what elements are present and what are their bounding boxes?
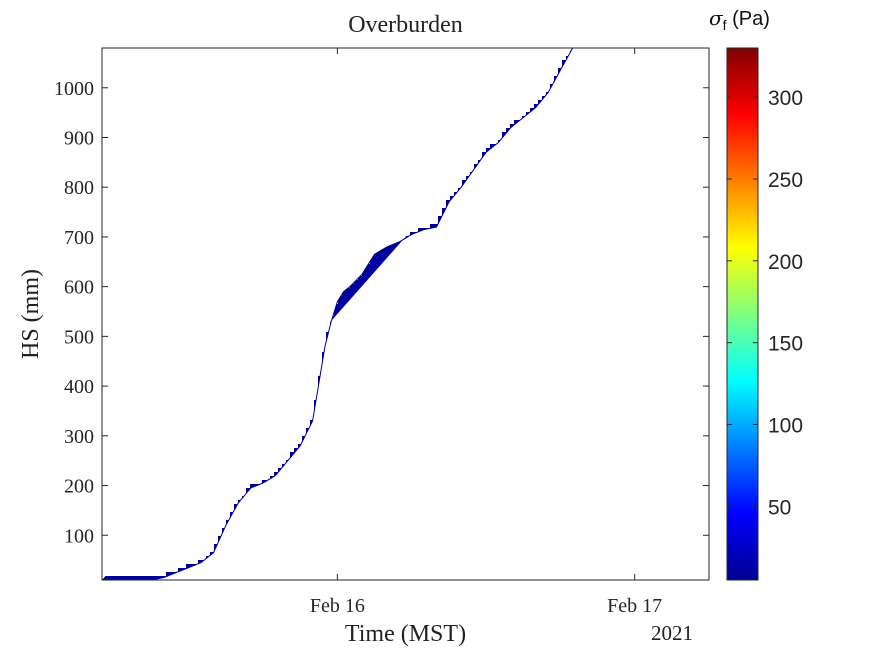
- heatmap-cell: [430, 224, 435, 229]
- heatmap-cell: [354, 284, 359, 289]
- heatmap-cell: [362, 276, 367, 281]
- heatmap-cell: [102, 576, 107, 580]
- heatmap-cell: [354, 280, 359, 285]
- heatmap-cell: [370, 260, 375, 265]
- heatmap-cell: [334, 312, 339, 317]
- heatmap-cell: [394, 244, 399, 249]
- heatmap-cell: [350, 292, 355, 297]
- heatmap-cell: [378, 252, 383, 257]
- heatmap-cell: [386, 248, 391, 253]
- heatmap-cell: [122, 576, 127, 580]
- heatmap-cell: [342, 296, 347, 301]
- heatmap-cell: [374, 256, 379, 261]
- heatmap-cell: [338, 296, 343, 301]
- heatmap-cell: [142, 576, 147, 580]
- heatmap-cell: [490, 144, 495, 149]
- heatmap-cell: [358, 276, 363, 281]
- heatmap-cell: [374, 252, 379, 257]
- heatmap-cell: [362, 280, 367, 285]
- heatmap-cell: [386, 252, 391, 257]
- heatmap-cell: [138, 576, 143, 580]
- heatmap-cell: [390, 248, 395, 253]
- heatmap-cell: [338, 300, 343, 305]
- plot-area: [102, 48, 709, 580]
- heatmap-cell: [366, 272, 371, 277]
- heatmap-cell: [378, 260, 383, 265]
- heatmap-cell: [350, 284, 355, 289]
- heatmap-cell: [382, 252, 387, 257]
- heatmap-cell: [346, 292, 351, 297]
- heatmap-cell: [366, 268, 371, 273]
- heatmap-cell: [374, 260, 379, 265]
- heatmap-cell: [442, 208, 447, 213]
- heatmap-cell: [346, 288, 351, 293]
- heatmap-cell: [370, 264, 375, 269]
- heatmap-cell: [130, 576, 135, 580]
- heatmap-cell: [250, 484, 255, 489]
- heatmap-cell: [110, 576, 115, 580]
- heatmap-cell: [374, 264, 379, 269]
- heatmap-cell: [362, 272, 367, 277]
- heatmap-cell: [126, 576, 131, 580]
- heatmap-cell: [370, 268, 375, 273]
- heatmap-cell: [358, 280, 363, 285]
- heatmap-cell: [198, 560, 203, 565]
- heatmap-cell: [390, 244, 395, 249]
- heatmap-cell: [342, 292, 347, 297]
- heatmap-cell: [118, 576, 123, 580]
- heatmap-cell: [358, 284, 363, 289]
- heatmap-cell: [334, 308, 339, 313]
- heatmap-cell: [290, 452, 295, 457]
- heatmap-cell: [366, 264, 371, 269]
- heatmap-cell: [354, 288, 359, 293]
- heatmap-cell: [186, 564, 191, 569]
- heatmap-cell: [346, 296, 351, 301]
- heatmap-cell: [178, 568, 183, 573]
- heatmap-cell: [350, 288, 355, 293]
- heatmap-cell: [502, 132, 507, 137]
- heatmap-cell: [378, 256, 383, 261]
- heatmap-cell: [398, 240, 403, 245]
- heatmap-cell: [366, 276, 371, 281]
- heatmap-cell: [382, 256, 387, 261]
- heatmap-cell: [338, 308, 343, 313]
- heatmap-cell: [342, 300, 347, 305]
- heatmap-cell: [434, 224, 439, 229]
- heatmap-cell: [338, 304, 343, 309]
- heatmap-cell: [446, 200, 451, 205]
- heatmap-cell: [418, 228, 423, 233]
- chart-title: Overburden: [348, 12, 463, 38]
- heatmap-cell: [154, 576, 159, 580]
- heatmap-cell: [370, 272, 375, 277]
- heatmap-cell: [382, 248, 387, 253]
- heatmap-cell: [114, 576, 119, 580]
- heatmap-cell: [438, 216, 443, 221]
- heatmap-cell: [150, 576, 155, 580]
- heatmap-cell: [134, 576, 139, 580]
- heatmap-cell: [146, 576, 151, 580]
- heatmap-cell: [106, 576, 111, 580]
- heatmap-cell: [166, 572, 171, 577]
